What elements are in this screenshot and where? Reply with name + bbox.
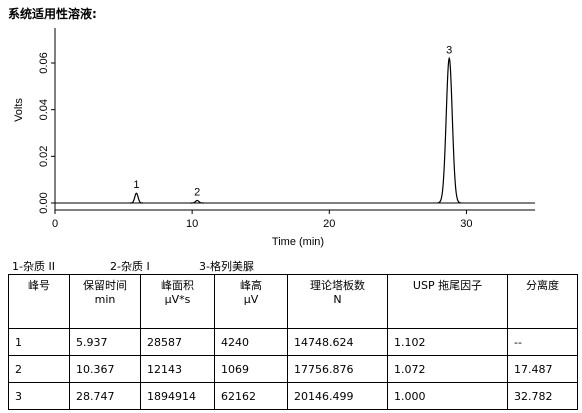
section-title: 系统适用性溶液: <box>8 7 97 21</box>
table-cell: 32.782 <box>507 382 578 410</box>
table-cell: 1 <box>8 328 70 356</box>
table-cell: 28587 <box>140 328 215 356</box>
header-unit: min <box>94 293 116 306</box>
table-cell: 20146.499 <box>287 382 388 410</box>
header-row: 峰号 保留时间 min 峰面积 μV*s 峰高 μV 理论塔板数 N USP 拖尾因子 分离度 <box>8 274 578 329</box>
legend-item: 1-杂质 II <box>12 260 55 273</box>
table-cell: 17.487 <box>507 355 578 383</box>
y-axis-label: Volts <box>13 98 25 122</box>
x-tick-label: 0 <box>52 218 58 230</box>
table-cell: 5.937 <box>69 328 141 356</box>
x-tick-label: 20 <box>323 218 335 230</box>
header-cell: USP 拖尾因子 <box>387 274 508 329</box>
peak-label: 1 <box>133 179 139 191</box>
peak <box>129 192 143 204</box>
table-row: 3 28.747 1894914 62162 20146.499 1.000 32.782 <box>8 382 578 410</box>
header-cell: 保留时间 min <box>69 274 141 329</box>
y-tick-label: 0.06 <box>38 52 50 73</box>
x-axis-label: Time (min) <box>272 236 324 248</box>
y-tick-label: 0.04 <box>38 99 50 120</box>
header-title: 峰面积 <box>161 279 194 292</box>
table-cell: 12143 <box>140 355 215 383</box>
table-cell: 28.747 <box>69 382 141 410</box>
table-cell: 1069 <box>214 355 288 383</box>
table-cell: 1894914 <box>140 382 215 410</box>
x-tick-label: 30 <box>460 218 472 230</box>
peak <box>437 56 462 204</box>
table-cell: 1.072 <box>387 355 508 383</box>
peak-label: 2 <box>194 186 200 198</box>
legend-item: 2-杂质 I <box>110 260 150 273</box>
table-cell: 1.000 <box>387 382 508 410</box>
table-cell: 3 <box>8 382 70 410</box>
x-tick-label: 10 <box>186 218 198 230</box>
table-cell: 10.367 <box>69 355 141 383</box>
table-cell: 17756.876 <box>287 355 388 383</box>
legend-item: 3-格列美脲 <box>199 260 254 273</box>
header-unit: N <box>333 293 342 306</box>
table-row: 1 5.937 28587 4240 14748.624 1.102 -- <box>8 328 578 356</box>
header-cell: 分离度 <box>507 274 578 329</box>
y-tick-label: 0.02 <box>38 146 50 167</box>
header-cell: 峰高 μV <box>214 274 288 329</box>
header-cell: 峰号 <box>8 274 70 329</box>
header-unit: μV <box>243 293 259 306</box>
header-cell: 峰面积 μV*s <box>140 274 215 329</box>
table-cell: 4240 <box>214 328 288 356</box>
header-unit: μV*s <box>164 293 191 306</box>
table-cell: 1.102 <box>387 328 508 356</box>
header-title: 峰号 <box>28 279 50 292</box>
table-cell: -- <box>507 328 578 356</box>
table-row: 2 10.367 12143 1069 17756.876 1.072 17.487 <box>8 355 578 383</box>
table-cell: 62162 <box>214 382 288 410</box>
table-cell: 2 <box>8 355 70 383</box>
header-title: 保留时间 <box>83 279 127 292</box>
table-cell: 14748.624 <box>287 328 388 356</box>
header-title: 分离度 <box>526 279 559 292</box>
chart: Volts Time (min) 0.00 0.02 0.04 0.06 0 10 20 30… <box>13 28 535 248</box>
peak <box>190 199 204 204</box>
header-title: USP 拖尾因子 <box>412 279 483 292</box>
header-cell: 理论塔板数 N <box>287 274 388 329</box>
peak-label: 3 <box>446 44 452 56</box>
header-title: 峰高 <box>240 279 262 292</box>
header-title: 理论塔板数 <box>310 279 365 292</box>
y-tick-label: 0.00 <box>38 192 50 213</box>
